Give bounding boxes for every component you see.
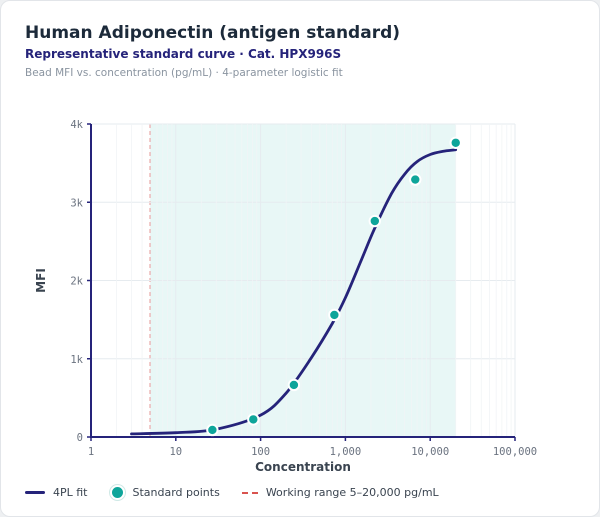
- standard-point-5: [409, 173, 422, 186]
- standard-point-1: [247, 413, 260, 426]
- x-tick-label-2: 100: [251, 446, 270, 458]
- points-group: [206, 136, 462, 437]
- legend-swatch-range: [241, 491, 258, 494]
- y-tick-label-1: 1k: [70, 354, 83, 366]
- axes-group: [87, 123, 516, 441]
- y-axis-title: MFI: [34, 268, 48, 293]
- x-tick-label-3: 1,000: [330, 446, 362, 458]
- standard-point-6: [449, 136, 462, 149]
- y-tick-label-4: 4k: [70, 119, 83, 131]
- legend-item-points: Standard points: [109, 485, 220, 500]
- legend-label-fit: 4PL fit: [53, 486, 88, 499]
- x-tick-label-1: 10: [169, 446, 182, 458]
- legend-swatch-fit: [25, 491, 45, 494]
- x-tick-label-5: 100,000: [493, 446, 537, 458]
- grid-group: [91, 123, 516, 437]
- chart-title: Human Adiponectin (antigen standard): [25, 23, 401, 43]
- legend-label-range: Working range 5–20,000 pg/mL: [265, 486, 439, 499]
- legend-item-fit: 4PL fit: [25, 486, 88, 499]
- labels-group: 0 1k 2k 3k 4k 1 10 100 1,000 10,000 100,000 Concent…: [34, 119, 537, 474]
- x-tick-label-0: 1: [88, 446, 94, 458]
- legend-item-range: Working range 5–20,000 pg/mL: [241, 486, 439, 499]
- legend-label-points: Standard points: [132, 486, 220, 499]
- standard-point-2: [287, 378, 301, 392]
- standard-point-4: [368, 214, 382, 228]
- chart-subtitle: Representative standard curve · Cat. HPX…: [25, 47, 342, 61]
- standard-curve-plot: 0 1k 2k 3k 4k 1 10 100 1,000 10,000 100,000 Concent…: [34, 119, 537, 474]
- fit-curve-line: [130, 148, 458, 436]
- standard-point-0: [206, 423, 219, 437]
- y-tick-label-0: 0: [77, 432, 83, 444]
- x-axis-title: Concentration: [255, 460, 351, 474]
- legend: 4PL fit Standard points Working range 5–…: [25, 485, 461, 500]
- standard-point-3: [328, 308, 341, 322]
- x-tick-label-4: 10,000: [411, 446, 449, 458]
- y-tick-label-3: 3k: [70, 197, 83, 209]
- y-tick-label-2: 2k: [70, 276, 83, 288]
- chart-note: Bead MFI vs. concentration (pg/mL) · 4-p…: [25, 67, 343, 79]
- legend-swatch-points: [109, 485, 125, 500]
- fit-group: [130, 148, 458, 436]
